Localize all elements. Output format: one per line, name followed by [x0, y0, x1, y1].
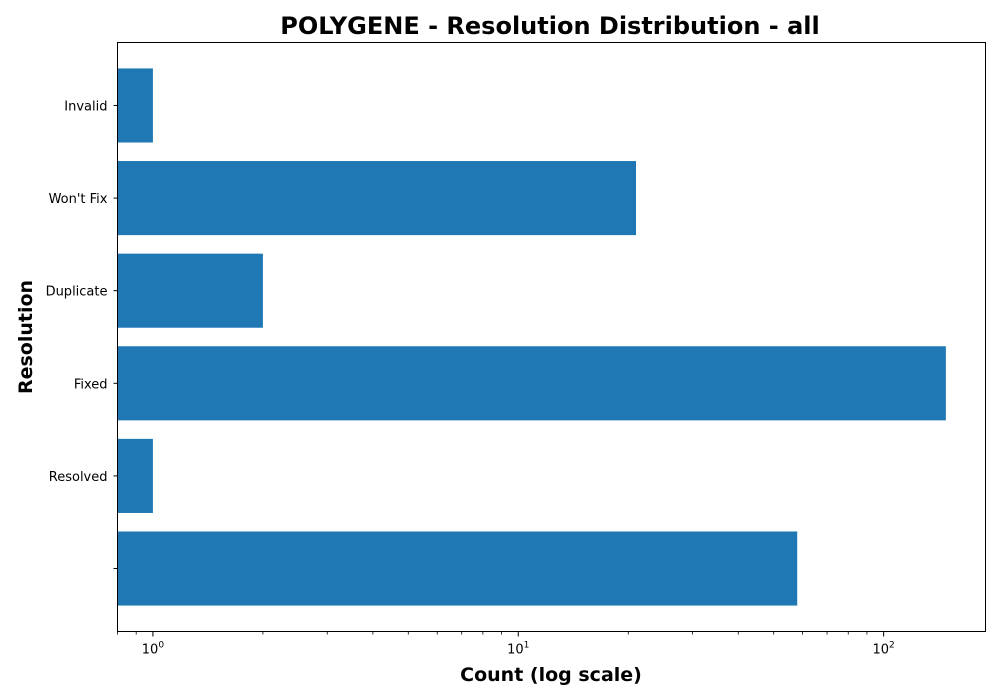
x-tick-label: 101: [507, 641, 529, 658]
ticks-group: Resolved Fixed Duplicate Won't Fix Invalid 10…: [46, 99, 895, 657]
chart-title: POLYGENE - Resolution Distribution - all: [280, 12, 819, 40]
bar-resolved: [117, 438, 153, 513]
y-tick-label: Invalid: [64, 99, 107, 114]
y-tick-label: Won't Fix: [49, 192, 108, 207]
y-tick-label: Resolved: [49, 470, 108, 485]
bar-duplicate: [117, 253, 263, 328]
y-tick-label: Duplicate: [46, 285, 108, 300]
bar-won-t-fix: [117, 161, 637, 236]
x-axis-label: Count (log scale): [460, 664, 642, 686]
bars-group: [117, 68, 946, 606]
bar-invalid: [117, 68, 153, 143]
y-axis-label: Resolution: [15, 280, 37, 394]
x-tick-label: 100: [142, 641, 165, 658]
y-tick-label: Fixed: [74, 377, 108, 392]
x-tick-label: 102: [873, 641, 895, 658]
plot-frame: [117, 42, 986, 632]
bar-fixed: [117, 346, 946, 421]
bar-unlabeled: [117, 531, 798, 606]
